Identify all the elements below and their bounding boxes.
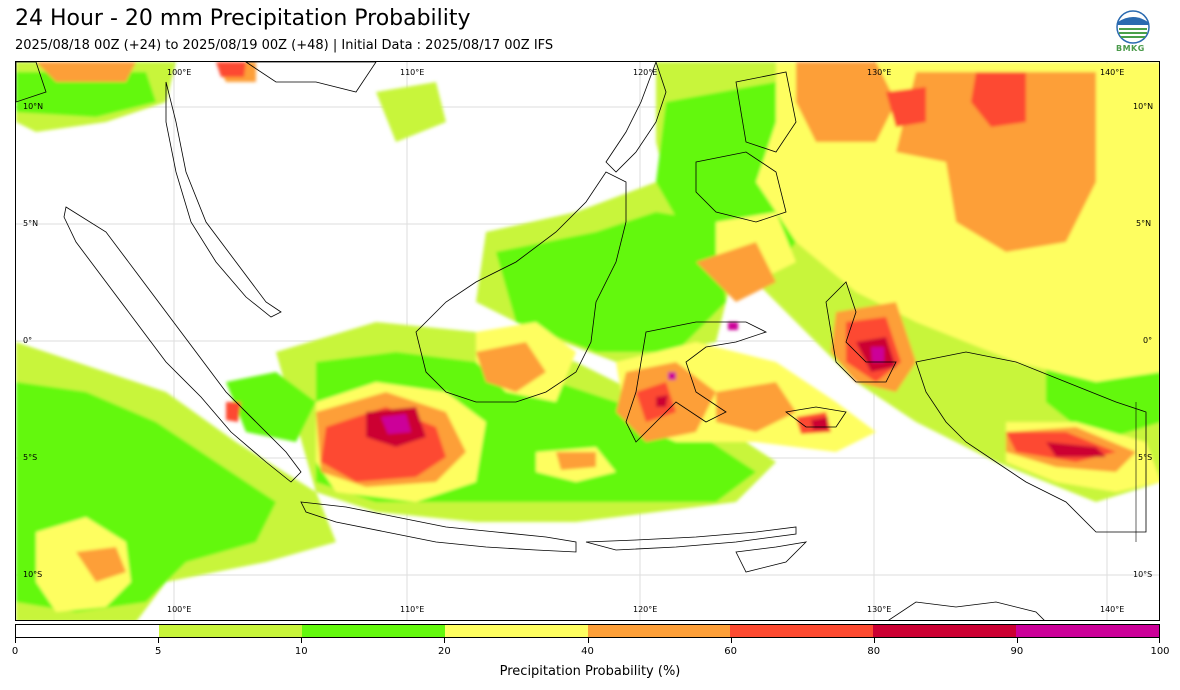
lat-label-right-10n: 10°N xyxy=(1133,102,1154,111)
lon-label-bottom-110: 110°E xyxy=(400,605,425,614)
colorbar-segment xyxy=(730,625,874,637)
colorbar-tick-label: 40 xyxy=(581,646,594,657)
bmkg-logo-icon xyxy=(1116,10,1150,44)
colorbar-segment xyxy=(158,625,302,637)
coastlines xyxy=(16,62,1147,620)
lat-label-right-5n: 5°N xyxy=(1136,219,1152,228)
lat-label-right-10s: 10°S xyxy=(1133,570,1153,579)
colorbar-segment xyxy=(1016,625,1159,637)
colorbar-segment xyxy=(444,625,588,637)
colorbar-segment xyxy=(16,625,159,637)
logo-text: BMKG xyxy=(1116,44,1145,53)
lon-label-top-120: 120°E xyxy=(633,68,658,77)
colorbar-tick-label: 5 xyxy=(154,646,162,657)
lon-label-top-130: 130°E xyxy=(867,68,892,77)
map-canvas xyxy=(16,62,1159,620)
lon-label-bottom-120: 120°E xyxy=(633,605,658,614)
map-title: 24 Hour - 20 mm Precipitation Probabilit… xyxy=(15,6,471,31)
colorbar-segment xyxy=(587,625,731,637)
colorbar-tick-label: 20 xyxy=(438,646,451,657)
lat-label-left-5s: 5°S xyxy=(23,453,38,462)
colorbar-tick-label: 0 xyxy=(11,646,19,657)
colorbar-tick-mark xyxy=(873,638,875,643)
lon-label-top-110: 110°E xyxy=(400,68,425,77)
lon-label-bottom-140: 140°E xyxy=(1100,605,1125,614)
colorbar-segment xyxy=(301,625,445,637)
colorbar-tick-label: 90 xyxy=(1010,646,1024,657)
colorbar-tick-mark xyxy=(15,638,16,643)
lat-label-left-0: 0° xyxy=(23,336,33,345)
colorbar-tick-mark xyxy=(1016,638,1018,643)
colorbar-tick-label: 10 xyxy=(294,646,308,657)
colorbar-tick-label: 100 xyxy=(1150,646,1170,657)
precipitation-map: 100°E 110°E 120°E 130°E 140°E 100°E 110°… xyxy=(15,61,1160,621)
colorbar-tick-mark xyxy=(444,638,446,643)
colorbar-tick-mark xyxy=(158,638,160,643)
lat-label-right-5s: 5°S xyxy=(1138,453,1153,462)
lon-label-bottom-130: 130°E xyxy=(867,605,892,614)
colorbar-tick-mark xyxy=(730,638,732,643)
colorbar-title: Precipitation Probability (%) xyxy=(499,664,681,679)
colorbar xyxy=(15,624,1160,638)
map-subtitle: 2025/08/18 00Z (+24) to 2025/08/19 00Z (… xyxy=(15,38,554,53)
colorbar-segment xyxy=(873,625,1017,637)
lat-label-right-0: 0° xyxy=(1143,336,1153,345)
colorbar-tick-mark xyxy=(301,638,303,643)
lon-label-top-100: 100°E xyxy=(167,68,192,77)
lat-label-left-10n: 10°N xyxy=(23,102,44,111)
colorbar-tick-mark xyxy=(1159,638,1160,643)
lon-label-top-140: 140°E xyxy=(1100,68,1125,77)
lon-label-bottom-100: 100°E xyxy=(167,605,192,614)
lat-label-left-5n: 5°N xyxy=(23,219,39,228)
colorbar-tick-label: 60 xyxy=(724,646,737,657)
lat-label-left-10s: 10°S xyxy=(23,570,43,579)
precipitation-field xyxy=(16,62,1159,620)
colorbar-tick-mark xyxy=(587,638,589,643)
colorbar-tick-label: 80 xyxy=(867,646,881,657)
